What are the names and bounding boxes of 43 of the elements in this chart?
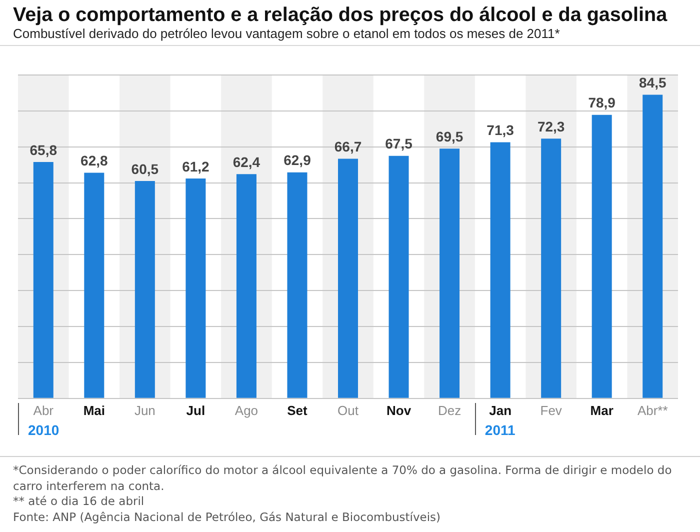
- text: *Considerando o poder calorífico do motor a álcool equivalente a 70% do a gasolina. Forma de dirigir e modelo do carro interferem na conta.: [13, 463, 673, 494]
- x-tick-label: Fev: [540, 402, 562, 418]
- x-tick-label: Jul: [186, 402, 206, 418]
- data-label: 78,9: [588, 94, 616, 111]
- chart-subtitle: Combustível derivado do petróleo levou vantagem sobre o etanol em todos os meses de 2011*: [13, 26, 560, 41]
- x-tick-label: Out: [338, 402, 359, 418]
- x-tick-label: Ago: [234, 402, 258, 418]
- x-tick-label: Abr: [33, 402, 54, 418]
- data-label: 72,3: [537, 118, 565, 134]
- bar: [338, 158, 358, 398]
- chart-title: Veja o comportamento e a relação dos preços do álcool e da gasolina: [13, 4, 668, 27]
- bar: [84, 172, 104, 398]
- data-label: 66,7: [334, 138, 362, 155]
- data-label: 71,3: [486, 122, 514, 138]
- x-tick-label: Jun: [134, 402, 156, 418]
- data-label: 62,4: [232, 154, 260, 170]
- x-tick-label: Nov: [386, 402, 412, 418]
- data-label: 65,8: [30, 142, 58, 158]
- bar: [592, 114, 612, 398]
- x-tick-label: Abr**: [637, 402, 668, 418]
- x-tick-label: Set: [287, 402, 308, 418]
- data-label: 67,5: [385, 136, 413, 152]
- source-note: Fonte: ANP (Agência Nacional de Petróleo, Gás Natural e Biocombustíveis): [13, 510, 442, 525]
- bar: [490, 142, 510, 398]
- data-label: 84,5: [638, 74, 666, 91]
- x-tick-label: Mar: [590, 402, 614, 418]
- bar: [186, 178, 206, 398]
- bar: [388, 156, 409, 398]
- data-label: 69,5: [436, 128, 464, 145]
- bar: [287, 172, 308, 398]
- bar: [236, 174, 256, 398]
- data-label: 62,8: [80, 152, 108, 169]
- text: ** até o dia 16 de abril: [13, 494, 146, 510]
- data-label: 62,9: [284, 152, 312, 168]
- text: 2010: [28, 422, 60, 438]
- text: 2011: [484, 422, 516, 438]
- data-label: 60,5: [131, 160, 159, 177]
- bar: [134, 181, 155, 398]
- x-tick-label: Mai: [83, 402, 105, 418]
- x-tick-label: Jan: [489, 402, 512, 418]
- x-tick-label: Dez: [438, 402, 462, 418]
- data-label: 61,2: [182, 158, 210, 174]
- bar: [33, 162, 54, 398]
